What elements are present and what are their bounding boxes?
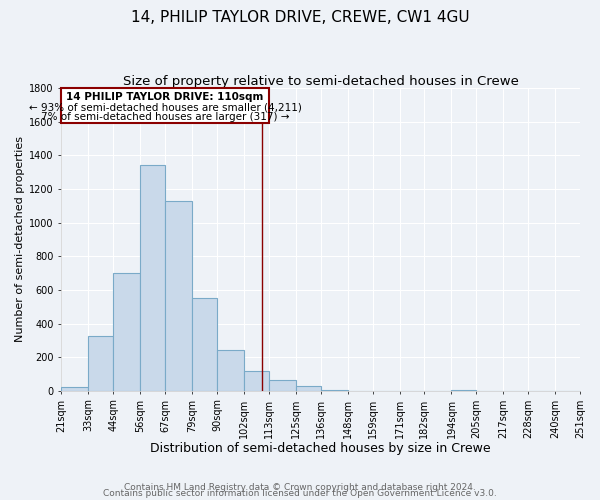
Y-axis label: Number of semi-detached properties: Number of semi-detached properties <box>15 136 25 342</box>
Text: ← 93% of semi-detached houses are smaller (4,211): ← 93% of semi-detached houses are smalle… <box>29 102 302 112</box>
Bar <box>217 350 244 391</box>
Bar <box>269 380 296 391</box>
Bar <box>165 200 192 391</box>
Text: 7% of semi-detached houses are larger (317) →: 7% of semi-detached houses are larger (3… <box>41 112 289 122</box>
Bar <box>113 273 140 391</box>
Bar <box>61 88 269 124</box>
Text: 14, PHILIP TAYLOR DRIVE, CREWE, CW1 4GU: 14, PHILIP TAYLOR DRIVE, CREWE, CW1 4GU <box>131 10 469 25</box>
Bar <box>61 386 88 391</box>
Text: Contains public sector information licensed under the Open Government Licence v3: Contains public sector information licen… <box>103 490 497 498</box>
Bar <box>296 386 321 391</box>
X-axis label: Distribution of semi-detached houses by size in Crewe: Distribution of semi-detached houses by … <box>151 442 491 455</box>
Bar <box>451 390 476 391</box>
Bar <box>192 298 217 391</box>
Bar <box>321 390 348 391</box>
Text: Contains HM Land Registry data © Crown copyright and database right 2024.: Contains HM Land Registry data © Crown c… <box>124 484 476 492</box>
Text: 14 PHILIP TAYLOR DRIVE: 110sqm: 14 PHILIP TAYLOR DRIVE: 110sqm <box>67 92 264 102</box>
Bar <box>140 166 165 391</box>
Bar <box>88 336 113 391</box>
Bar <box>244 370 269 391</box>
Title: Size of property relative to semi-detached houses in Crewe: Size of property relative to semi-detach… <box>123 75 518 88</box>
